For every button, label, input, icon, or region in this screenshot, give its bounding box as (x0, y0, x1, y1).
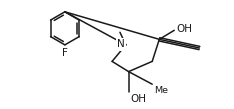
Text: OH: OH (131, 94, 146, 104)
Text: F: F (62, 48, 68, 58)
Text: Me: Me (154, 86, 168, 95)
Text: OH: OH (176, 24, 192, 34)
Text: N: N (117, 39, 125, 49)
